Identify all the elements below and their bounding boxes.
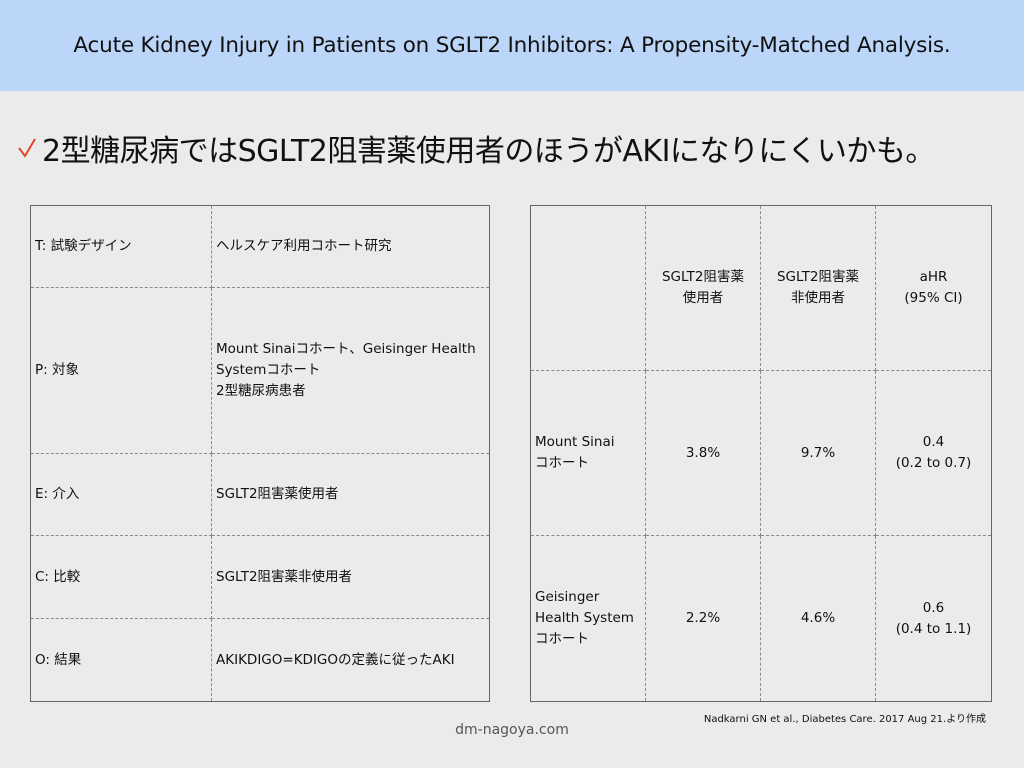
pico-value: SGLT2阻害薬使用者 [211, 453, 490, 536]
pico-value: Mount Sinaiコホート、Geisinger Health Systemコ… [211, 287, 490, 454]
pico-table: T: 試験デザイン ヘルスケア利用コホート研究 P: 対象 Mount Sina… [30, 205, 490, 702]
row-label: Mount Sinai コホート [530, 370, 646, 536]
row-label-line: Mount Sinai [535, 434, 615, 450]
header-line: aHR [919, 269, 948, 285]
pico-value-line: AKIKDIGO=KDIGOの定義に従ったAKI [216, 651, 455, 668]
header-line: 非使用者 [791, 290, 845, 306]
pico-value-line: 2型糖尿病患者 [216, 383, 306, 399]
row-label-line: Health System [535, 610, 634, 626]
headline-text: 2型糖尿病ではSGLT2阻害薬使用者のほうがAKIになりにくいかも。 [42, 134, 935, 169]
pico-key: E: 介入 [30, 453, 212, 536]
pico-value-line: ヘルスケア利用コホート研究 [216, 238, 392, 254]
users-value: 3.8% [645, 370, 761, 536]
pico-row-e: E: 介入 SGLT2阻害薬使用者 [30, 453, 490, 536]
title-bar: Acute Kidney Injury in Patients on SGLT2… [0, 0, 1024, 91]
ahr-value: 0.6 (0.4 to 1.1) [875, 535, 992, 702]
pico-key: T: 試験デザイン [30, 205, 212, 288]
source-citation: Nadkarni GN et al., Diabetes Care. 2017 … [703, 714, 986, 725]
row-label: Geisinger Health System コホート [530, 535, 646, 702]
results-table: SGLT2阻害薬 使用者 SGLT2阻害薬 非使用者 aHR (95% CI) … [530, 205, 992, 702]
pico-value: ヘルスケア利用コホート研究 [211, 205, 490, 288]
pico-row-o: O: 結果 AKIKDIGO=KDIGOの定義に従ったAKI [30, 618, 490, 702]
site-url[interactable]: dm-nagoya.com [455, 722, 569, 738]
pico-value: SGLT2阻害薬非使用者 [211, 535, 490, 619]
header-line: 使用者 [682, 290, 724, 306]
page-title: Acute Kidney Injury in Patients on SGLT2… [73, 33, 951, 58]
results-row-geisinger: Geisinger Health System コホート 2.2% 4.6% 0… [530, 535, 992, 702]
header-nonusers: SGLT2阻害薬 非使用者 [760, 205, 876, 371]
pico-key: P: 対象 [30, 287, 212, 454]
row-label-line: コホート [535, 631, 589, 647]
check-icon [18, 138, 36, 158]
row-label-line: コホート [535, 455, 589, 471]
headline: 2型糖尿病ではSGLT2阻害薬使用者のほうがAKIになりにくいかも。 [16, 126, 935, 170]
pico-value-line: SGLT2阻害薬使用者 [216, 486, 339, 502]
pico-row-t: T: 試験デザイン ヘルスケア利用コホート研究 [30, 205, 490, 288]
users-value: 2.2% [645, 535, 761, 702]
ahr-line: 0.4 [922, 434, 945, 450]
header-empty-cell [530, 205, 646, 371]
pico-value-line: SGLT2阻害薬非使用者 [216, 568, 353, 585]
ahr-ci-line: (0.2 to 0.7) [895, 455, 972, 471]
pico-key: O: 結果 [30, 618, 212, 702]
pico-value: AKIKDIGO=KDIGOの定義に従ったAKI [211, 618, 490, 702]
header-line: SGLT2阻害薬 [661, 269, 745, 285]
pico-key: C: 比較 [30, 535, 212, 619]
nonusers-value: 9.7% [760, 370, 876, 536]
header-line: SGLT2阻害薬 [776, 269, 860, 285]
pico-value-line: Mount Sinaiコホート、Geisinger Health Systemコ… [216, 341, 476, 378]
results-row-mount-sinai: Mount Sinai コホート 3.8% 9.7% 0.4 (0.2 to 0… [530, 370, 992, 536]
nonusers-value: 4.6% [760, 535, 876, 702]
pico-row-c: C: 比較 SGLT2阻害薬非使用者 [30, 535, 490, 619]
ahr-value: 0.4 (0.2 to 0.7) [875, 370, 992, 536]
row-label-line: Geisinger [535, 589, 600, 605]
pico-row-p: P: 対象 Mount Sinaiコホート、Geisinger Health S… [30, 287, 490, 454]
header-users: SGLT2阻害薬 使用者 [645, 205, 761, 371]
results-header-row: SGLT2阻害薬 使用者 SGLT2阻害薬 非使用者 aHR (95% CI) [530, 205, 992, 371]
ahr-ci-line: (0.4 to 1.1) [895, 620, 972, 637]
header-ahr: aHR (95% CI) [875, 205, 992, 371]
ahr-line: 0.6 [922, 599, 945, 616]
header-line: (95% CI) [904, 290, 963, 306]
